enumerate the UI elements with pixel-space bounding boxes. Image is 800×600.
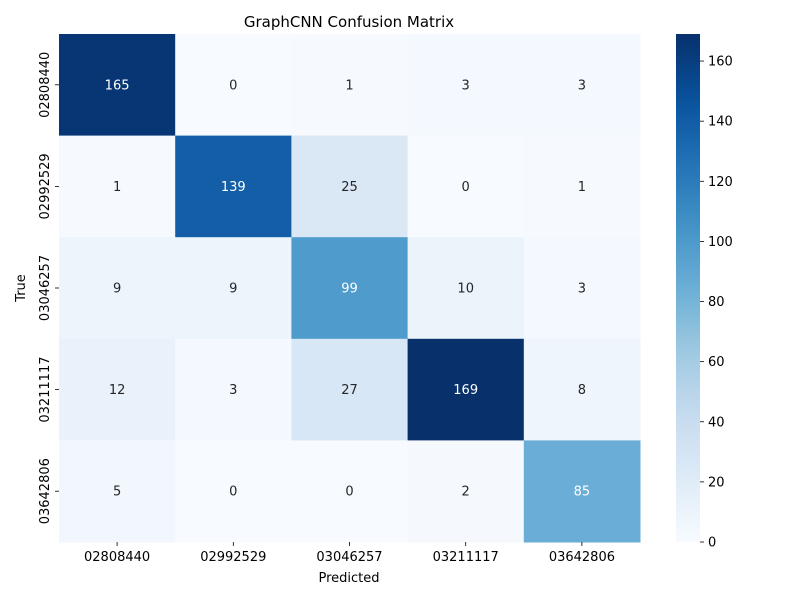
colorbar-tick-label: 100 — [708, 235, 733, 250]
cell-value-label: 85 — [574, 485, 591, 500]
y-tick-label: 03046257 — [38, 255, 53, 321]
cell-value-label: 5 — [113, 485, 121, 500]
y-tick-label: 03211117 — [38, 357, 53, 423]
cell-value-label: 3 — [578, 282, 586, 297]
cell-value-label: 25 — [341, 180, 358, 195]
heatmap-cell — [59, 135, 176, 238]
cell-value-label: 1 — [578, 180, 586, 195]
cell-value-label: 27 — [341, 383, 358, 398]
cell-labels: 165 0 1 3 31 139 25 0 19 9 99 10 312 3 27 169 85 0 0 2 85 — [105, 78, 590, 499]
x-tick-label: 02992529 — [200, 550, 266, 565]
cell-value-label: 99 — [341, 282, 358, 297]
heatmap-cell — [175, 338, 292, 441]
heatmap-cell — [407, 135, 525, 238]
y-tick-label: 02992529 — [38, 153, 53, 219]
heatmap-cell — [291, 338, 409, 441]
y-axis: 02808440 02992529 03046257 03211117 03642806 — [38, 52, 59, 524]
colorbar-tick-label: 140 — [708, 115, 733, 130]
x-tick-label: 03642806 — [549, 550, 615, 565]
colorbar-tick-label: 60 — [708, 355, 725, 370]
heatmap-cell — [291, 34, 409, 137]
heatmap-cell — [175, 440, 292, 543]
x-tick-label: 03211117 — [433, 550, 499, 565]
heatmap-cell — [59, 338, 176, 441]
cell-value-label: 0 — [345, 485, 353, 500]
heatmap-cell — [523, 237, 641, 340]
heatmap-cell — [407, 440, 525, 543]
cell-value-label: 1 — [345, 78, 353, 93]
heatmap-cells — [59, 34, 641, 543]
colorbar-tick-label: 40 — [708, 415, 725, 430]
heatmap-cell — [291, 440, 409, 543]
cell-value-label: 0 — [229, 485, 237, 500]
x-axis: 02808440 02992529 03046257 03211117 03642806 — [84, 542, 615, 565]
heatmap-cell — [523, 440, 641, 543]
heatmap-cell — [523, 338, 641, 441]
cell-value-label: 10 — [457, 282, 474, 297]
colorbar-tick-label: 20 — [708, 475, 725, 490]
cell-value-label: 0 — [462, 180, 470, 195]
heatmap-cell — [175, 34, 292, 137]
cell-value-label: 1 — [113, 180, 121, 195]
chart-title: GraphCNN Confusion Matrix — [244, 13, 454, 31]
heatmap-cell — [175, 135, 292, 238]
cell-value-label: 2 — [462, 485, 470, 500]
y-tick-label: 02808440 — [38, 52, 53, 118]
x-tick-label: 02808440 — [84, 550, 150, 565]
heatmap-cell — [407, 237, 525, 340]
cell-value-label: 169 — [453, 383, 478, 398]
cell-value-label: 3 — [229, 383, 237, 398]
cell-value-label: 8 — [578, 383, 586, 398]
cell-value-label: 139 — [221, 180, 246, 195]
heatmap-cell — [407, 338, 525, 441]
colorbar-gradient — [676, 34, 700, 542]
heatmap-cell — [59, 237, 176, 340]
y-tick-label: 03642806 — [38, 458, 53, 524]
colorbar-tick-label: 80 — [708, 295, 725, 310]
heatmap-cell — [523, 135, 641, 238]
colorbar: 0 20 40 60 80 100 120 140 160 — [676, 34, 733, 551]
heatmap-cell — [291, 135, 409, 238]
heatmap-cell — [175, 237, 292, 340]
heatmap-cell — [523, 34, 641, 137]
x-tick-label: 03046257 — [316, 550, 382, 565]
x-axis-label: Predicted — [318, 571, 379, 586]
colorbar-tick-label: 120 — [708, 175, 733, 190]
heatmap-cell — [59, 440, 176, 543]
cell-value-label: 12 — [109, 383, 126, 398]
heatmap-cell — [291, 237, 409, 340]
cell-value-label: 9 — [113, 282, 121, 297]
cell-value-label: 3 — [578, 78, 586, 93]
cell-value-label: 0 — [229, 78, 237, 93]
heatmap-cell — [407, 34, 525, 137]
heatmap-cell — [59, 34, 176, 137]
cell-value-label: 3 — [462, 78, 470, 93]
colorbar-tick-label: 160 — [708, 55, 733, 70]
cell-value-label: 9 — [229, 282, 237, 297]
cell-value-label: 165 — [105, 78, 130, 93]
y-axis-label: True — [14, 274, 29, 303]
colorbar-tick-label: 0 — [708, 536, 716, 551]
